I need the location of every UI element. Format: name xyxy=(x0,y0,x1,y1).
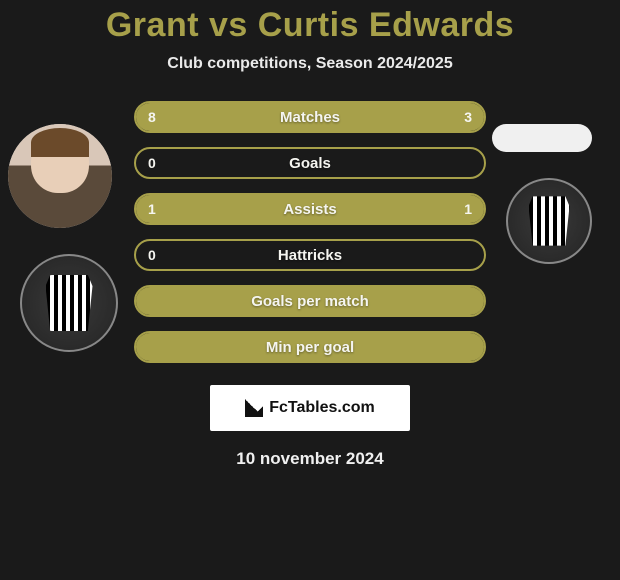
stat-label: Assists xyxy=(136,195,484,223)
stat-label: Hattricks xyxy=(136,241,484,269)
stat-bar: Min per goal xyxy=(134,331,486,363)
player-left-club-crest xyxy=(20,254,118,352)
player-right-club-crest xyxy=(506,178,592,264)
player-right-photo xyxy=(492,124,592,152)
brand-text: FcTables.com xyxy=(269,399,375,417)
stat-bar: 83Matches xyxy=(134,101,486,133)
stat-label: Goals per match xyxy=(136,287,484,315)
stat-bar: Goals per match xyxy=(134,285,486,317)
player-left-photo xyxy=(8,124,112,228)
stat-label: Matches xyxy=(136,103,484,131)
brand-badge[interactable]: FcTables.com xyxy=(210,385,410,431)
stat-label: Goals xyxy=(136,149,484,177)
stat-bar: 11Assists xyxy=(134,193,486,225)
stat-label: Min per goal xyxy=(136,333,484,361)
page-subtitle: Club competitions, Season 2024/2025 xyxy=(0,55,620,73)
stat-bar: 0Goals xyxy=(134,147,486,179)
stat-bar: 0Hattricks xyxy=(134,239,486,271)
brand-icon xyxy=(245,399,263,417)
page-title: Grant vs Curtis Edwards xyxy=(0,6,620,45)
snapshot-date: 10 november 2024 xyxy=(0,449,620,469)
stats-bars: 83Matches 0Goals 11Assists 0Hattricks Goals … xyxy=(134,101,486,363)
